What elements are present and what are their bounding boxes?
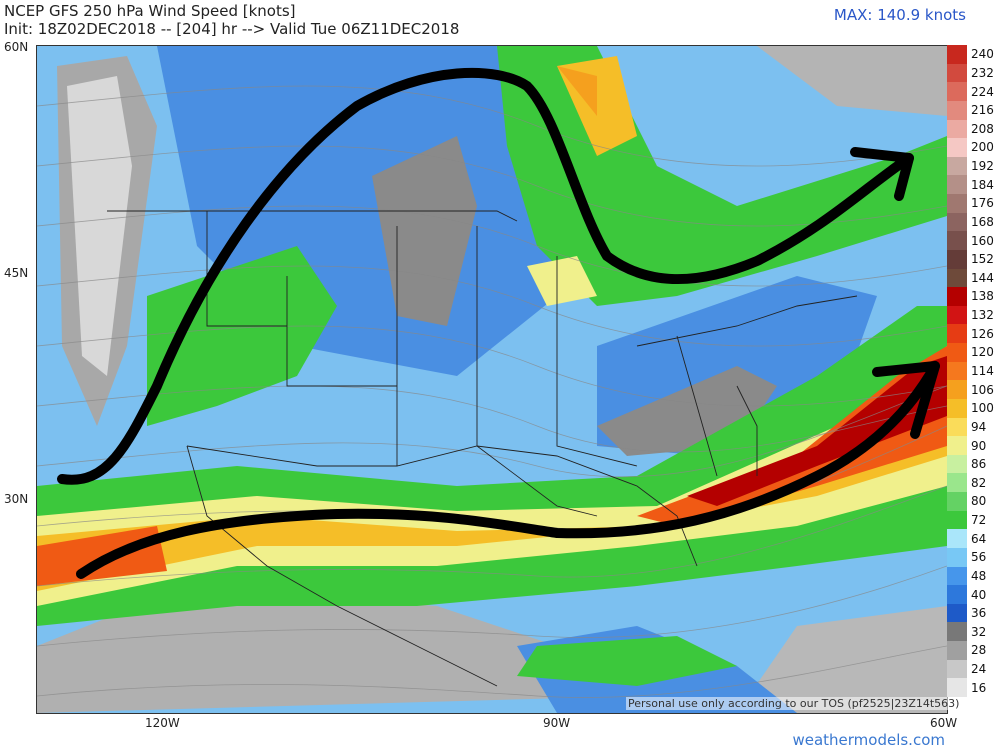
colorbar-level-label: 28 bbox=[971, 643, 987, 658]
colorbar-swatch bbox=[947, 231, 967, 251]
map-title: NCEP GFS 250 hPa Wind Speed [knots] Init… bbox=[4, 2, 459, 38]
colorbar-swatch bbox=[947, 194, 967, 214]
lon-label-90w: 90W bbox=[543, 716, 571, 730]
colorbar-swatch bbox=[947, 119, 967, 139]
lon-label-120w: 120W bbox=[145, 716, 180, 730]
colorbar-swatch bbox=[947, 380, 967, 400]
colorbar-swatch bbox=[947, 473, 967, 493]
colorbar-level-label: 120 bbox=[971, 345, 994, 360]
lon-label-60w: 60W bbox=[930, 716, 958, 730]
colorbar-swatch bbox=[947, 361, 967, 381]
colorbar-swatch bbox=[947, 287, 967, 307]
wind-speed-map bbox=[36, 45, 948, 714]
colorbar-level-label: 114 bbox=[971, 364, 994, 378]
title-line-1: NCEP GFS 250 hPa Wind Speed [knots] bbox=[4, 2, 296, 20]
colorbar-level-label: 200 bbox=[971, 140, 994, 155]
lat-label-60n: 60N bbox=[4, 40, 29, 54]
colorbar-swatch bbox=[947, 249, 967, 270]
northern-ridge-trough-jet-arrow bbox=[57, 67, 914, 485]
lat-label-45n: 45N bbox=[4, 266, 29, 280]
colorbar-swatch bbox=[947, 63, 967, 83]
colorbar-swatch bbox=[947, 417, 967, 437]
colorbar-level-label: 72 bbox=[971, 513, 987, 528]
colorbar-level-label: 192 bbox=[971, 159, 994, 174]
colorbar-swatch bbox=[947, 156, 967, 176]
lat-label-30n: 30N bbox=[4, 492, 29, 506]
colorbar-swatch bbox=[947, 100, 967, 120]
colorbar-level-label: 82 bbox=[971, 475, 987, 490]
wind-speed-colorbar bbox=[947, 45, 967, 698]
colorbar-level-label: 152 bbox=[971, 252, 994, 267]
colorbar-level-label: 90 bbox=[971, 438, 987, 453]
colorbar-swatch bbox=[947, 212, 967, 232]
colorbar-swatch bbox=[947, 492, 967, 512]
colorbar-level-label: 56 bbox=[971, 550, 987, 565]
colorbar-swatch bbox=[947, 82, 967, 102]
colorbar-level-label: 24 bbox=[971, 662, 987, 677]
colorbar-level-label: 132 bbox=[971, 308, 994, 323]
colorbar-swatch bbox=[947, 398, 967, 419]
colorbar-swatch bbox=[947, 547, 967, 568]
colorbar-swatch bbox=[947, 324, 967, 344]
colorbar-swatch bbox=[947, 268, 967, 288]
colorbar-swatch bbox=[947, 585, 967, 605]
colorbar-level-label: 100 bbox=[971, 401, 994, 416]
max-wind-label: MAX: 140.9 knots bbox=[833, 6, 966, 24]
colorbar-level-label: 160 bbox=[971, 233, 994, 248]
colorbar-swatch bbox=[947, 678, 967, 698]
colorbar-level-label: 106 bbox=[971, 382, 994, 397]
map-canvas bbox=[37, 46, 947, 713]
colorbar-level-label: 168 bbox=[971, 214, 994, 229]
colorbar-level-label: 144 bbox=[971, 270, 994, 285]
colorbar-swatch bbox=[947, 566, 967, 586]
colorbar-level-label: 80 bbox=[971, 494, 987, 509]
colorbar-level-label: 16 bbox=[971, 680, 987, 695]
colorbar-level-label: 184 bbox=[971, 177, 994, 192]
colorbar-swatch bbox=[947, 603, 967, 623]
site-link[interactable]: weathermodels.com bbox=[792, 731, 945, 749]
colorbar-swatch bbox=[947, 343, 967, 363]
colorbar-level-label: 64 bbox=[971, 531, 987, 546]
colorbar-level-label: 48 bbox=[971, 568, 987, 583]
tos-notice: Personal use only according to our TOS (… bbox=[626, 697, 962, 710]
colorbar-swatch bbox=[947, 622, 967, 642]
colorbar-level-label: 176 bbox=[971, 196, 994, 211]
colorbar-swatch bbox=[947, 175, 967, 195]
colorbar-level-label: 36 bbox=[971, 606, 987, 621]
colorbar-level-label: 208 bbox=[971, 121, 994, 136]
colorbar-swatch bbox=[947, 305, 967, 325]
colorbar-swatch bbox=[947, 510, 967, 530]
colorbar-level-label: 40 bbox=[971, 587, 987, 602]
southern-subtropical-jet-arrow bbox=[76, 361, 940, 579]
colorbar-swatch bbox=[947, 45, 967, 65]
colorbar-swatch bbox=[947, 138, 967, 158]
colorbar-swatch bbox=[947, 659, 967, 679]
colorbar-level-label: 138 bbox=[971, 289, 994, 304]
colorbar-level-label: 126 bbox=[971, 326, 994, 341]
colorbar-level-label: 94 bbox=[971, 419, 987, 434]
colorbar-level-label: 216 bbox=[971, 103, 994, 118]
colorbar-swatch bbox=[947, 529, 967, 549]
colorbar-level-label: 86 bbox=[971, 457, 987, 472]
colorbar-level-label: 240 bbox=[971, 47, 994, 62]
colorbar-level-label: 32 bbox=[971, 624, 987, 639]
colorbar-level-label: 224 bbox=[971, 84, 994, 99]
colorbar-swatch bbox=[947, 641, 967, 661]
colorbar-swatch bbox=[947, 436, 967, 456]
title-line-2: Init: 18Z02DEC2018 -- [204] hr --> Valid… bbox=[4, 20, 460, 38]
colorbar-level-label: 232 bbox=[971, 65, 994, 80]
colorbar-swatch bbox=[947, 454, 967, 474]
